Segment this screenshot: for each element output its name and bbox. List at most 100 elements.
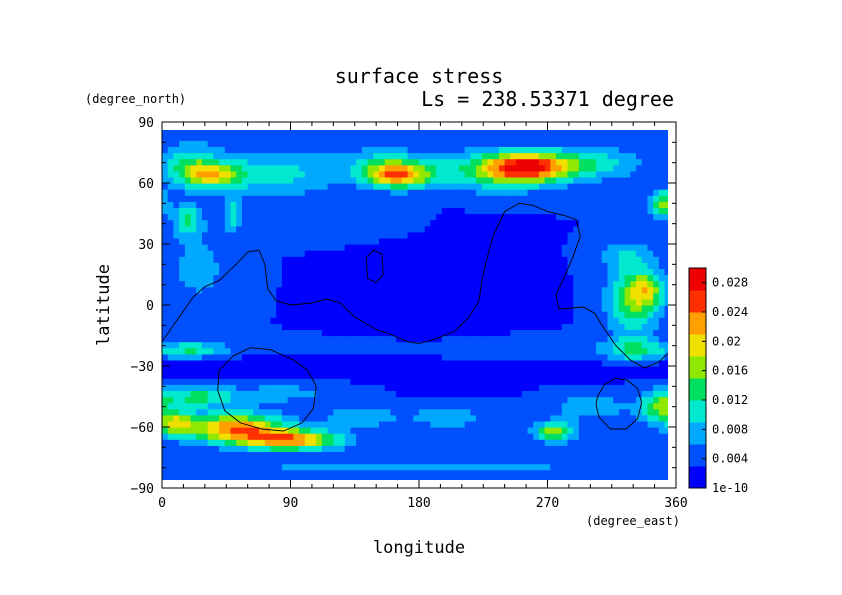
heatmap-cell <box>596 439 603 446</box>
heatmap-cell <box>544 176 551 184</box>
heatmap-cell <box>618 420 626 428</box>
heatmap-cell <box>419 256 426 263</box>
heatmap-cell <box>458 433 466 440</box>
heatmap-cell <box>430 256 437 263</box>
heatmap-cell <box>521 463 529 471</box>
heatmap-cell <box>419 329 426 337</box>
heatmap-cell <box>613 359 620 367</box>
heatmap-cell <box>241 433 249 440</box>
heatmap-cell <box>544 323 551 330</box>
heatmap-cell <box>498 219 506 227</box>
heatmap-cell <box>584 378 591 385</box>
heatmap-cell <box>321 341 329 349</box>
heatmap-cell <box>533 298 540 306</box>
heatmap-cell <box>636 152 643 160</box>
heatmap-cell <box>339 323 346 330</box>
heatmap-cell <box>590 225 597 233</box>
heatmap-cell <box>327 408 334 416</box>
heatmap-cell <box>236 256 243 263</box>
heatmap-cell <box>630 323 637 330</box>
heatmap-cell <box>162 463 169 471</box>
heatmap-cell <box>464 311 471 318</box>
heatmap-cell <box>213 414 220 422</box>
heatmap-cell <box>441 396 449 404</box>
heatmap-cell <box>658 286 666 294</box>
heatmap-cell <box>253 335 260 343</box>
heatmap-cell <box>498 298 506 306</box>
heatmap-cell <box>310 329 317 337</box>
heatmap-cell <box>441 176 449 184</box>
heatmap-cell <box>367 225 374 233</box>
heatmap-cell <box>516 256 523 263</box>
heatmap-cell <box>379 305 386 312</box>
heatmap-cell <box>573 298 580 306</box>
heatmap-cell <box>201 262 209 269</box>
heatmap-cell <box>527 433 534 440</box>
heatmap-cell <box>367 366 374 373</box>
heatmap-cell <box>270 469 277 477</box>
heatmap-cell <box>504 427 511 434</box>
heatmap-cell <box>310 183 317 190</box>
heatmap-cell <box>276 323 283 330</box>
heatmap-cell <box>458 335 466 343</box>
heatmap-cell <box>550 189 557 196</box>
heatmap-cell <box>590 244 597 251</box>
heatmap-cell <box>424 225 432 233</box>
heatmap-cell <box>556 347 563 355</box>
heatmap-cell <box>578 396 586 404</box>
heatmap-cell <box>367 280 374 288</box>
heatmap-cell <box>533 195 540 202</box>
heatmap-cell <box>247 262 254 269</box>
heatmap-cell <box>310 408 317 416</box>
heatmap-cell <box>333 451 340 459</box>
heatmap-cell <box>493 445 500 452</box>
heatmap-cell <box>179 366 186 373</box>
heatmap-cell <box>219 292 226 300</box>
heatmap-cell <box>516 250 523 257</box>
heatmap-cell <box>419 353 426 361</box>
heatmap-cell <box>264 335 272 343</box>
heatmap-cell <box>436 414 443 422</box>
heatmap-cell <box>270 189 277 196</box>
heatmap-cell <box>373 372 380 379</box>
heatmap-cell <box>241 311 249 318</box>
heatmap-cell <box>578 323 586 330</box>
heatmap-cell <box>476 359 483 367</box>
heatmap-cell <box>498 445 506 452</box>
heatmap-cell <box>281 201 289 208</box>
heatmap-cell <box>373 189 380 196</box>
heatmap-cell <box>544 305 551 312</box>
heatmap-cell <box>407 451 414 459</box>
heatmap-cell <box>413 158 420 166</box>
heatmap-cell <box>601 231 609 239</box>
heatmap-cell <box>401 164 409 172</box>
heatmap-cell <box>419 396 426 404</box>
heatmap-cell <box>293 207 300 215</box>
heatmap-cell <box>521 433 529 440</box>
heatmap-cell <box>327 402 334 410</box>
heatmap-cell <box>384 292 392 300</box>
heatmap-cell <box>367 317 374 324</box>
heatmap-cell <box>596 158 603 166</box>
heatmap-cell <box>224 366 232 373</box>
heatmap-cell <box>464 250 471 257</box>
heatmap-cell <box>270 384 277 391</box>
heatmap-cell <box>310 262 317 269</box>
heatmap-cell <box>407 366 414 373</box>
heatmap-cell <box>504 439 511 446</box>
heatmap-cell <box>636 353 643 361</box>
heatmap-cell <box>618 231 626 239</box>
heatmap-cell <box>173 366 180 373</box>
heatmap-cell <box>167 396 175 404</box>
heatmap-cell <box>601 268 609 276</box>
heatmap-cell <box>538 256 546 263</box>
heatmap-cell <box>567 408 574 416</box>
heatmap-cell <box>567 201 574 208</box>
heatmap-cell <box>299 195 306 202</box>
heatmap-cell <box>247 329 254 337</box>
heatmap-cell <box>464 256 471 263</box>
heatmap-cell <box>453 475 460 480</box>
heatmap-cell <box>236 475 243 480</box>
heatmap-cell <box>224 469 232 477</box>
heatmap-cell <box>584 262 591 269</box>
